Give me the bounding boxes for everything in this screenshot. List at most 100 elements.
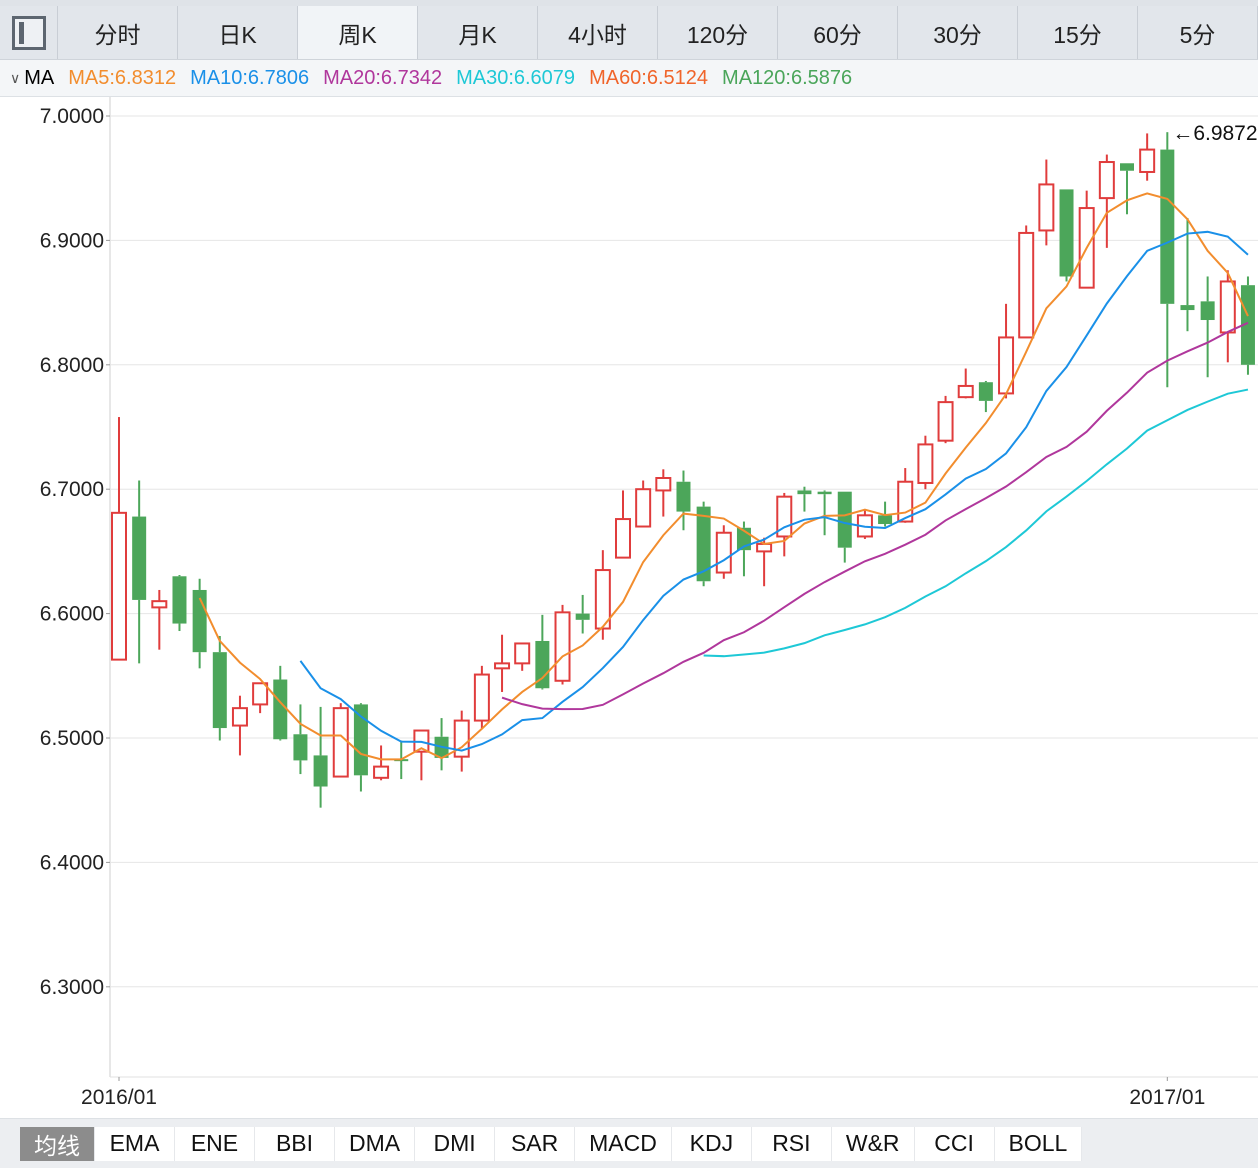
indicator-tab[interactable]: CCI (914, 1126, 995, 1161)
period-tab[interactable]: 月K (418, 6, 538, 59)
chevron-down-icon[interactable]: ∨ (10, 69, 21, 86)
candle-body (715, 531, 732, 574)
period-tab[interactable]: 分时 (58, 6, 178, 59)
period-tab[interactable]: 120分 (658, 6, 778, 59)
period-tab-bar: 分时 日K 周K 月K 4小时 120分 60分 30分 15分 5分 (0, 0, 1258, 60)
indicator-tab[interactable]: ENE (175, 1126, 255, 1161)
period-tab[interactable]: 日K (178, 6, 298, 59)
candle (231, 695, 248, 756)
indicator-tab[interactable]: 均线 (20, 1126, 95, 1161)
candle (696, 501, 711, 587)
candle (554, 604, 571, 685)
candle-body (151, 600, 168, 609)
ma-value: MA60:6.5124 (589, 66, 709, 89)
y-tick-label: 7.0000 (40, 105, 104, 128)
x-tick-label: 2017/01 (1129, 1086, 1205, 1109)
candle (273, 665, 288, 741)
candle-body (212, 652, 227, 729)
ma-value: MA20:6.7342 (323, 66, 443, 89)
candle-body (635, 488, 652, 528)
candle-body (756, 542, 773, 553)
candle (856, 509, 873, 539)
candle-body (172, 576, 187, 624)
candle-body (273, 679, 288, 740)
candle-body (817, 491, 832, 495)
indicator-tab[interactable]: W&R (831, 1126, 915, 1161)
candle-body (514, 642, 531, 665)
candle (897, 468, 914, 523)
period-tab[interactable]: 60分 (778, 6, 898, 59)
indicator-tab[interactable]: BOLL (994, 1126, 1083, 1161)
candle-body (332, 707, 349, 778)
candle-body (1240, 285, 1255, 365)
period-tab[interactable]: 周K (298, 6, 418, 59)
candle (817, 490, 832, 536)
y-tick-label: 6.3000 (40, 976, 104, 999)
candle (1018, 225, 1035, 339)
candle-body (313, 755, 328, 787)
candle-body (978, 382, 993, 401)
candle-body (554, 611, 571, 682)
period-tab[interactable]: 5分 (1138, 6, 1258, 59)
y-tick-label: 6.9000 (40, 229, 104, 252)
y-tick-label: 6.6000 (40, 603, 104, 626)
candle-body (1160, 149, 1175, 304)
candle (878, 501, 893, 527)
indicator-tab[interactable]: EMA (95, 1126, 175, 1161)
candle-body (453, 719, 470, 758)
indicator-tab[interactable]: SAR (495, 1126, 576, 1161)
candle (1038, 159, 1055, 246)
candle (535, 614, 550, 690)
ma10-line (299, 230, 1249, 752)
candle-body (837, 491, 852, 548)
ma-label[interactable]: MA (24, 66, 55, 89)
indicator-tab[interactable]: KDJ (671, 1126, 752, 1161)
candle (252, 682, 269, 714)
candle-body (231, 707, 248, 727)
candle-body (1098, 161, 1115, 200)
candle-body (1139, 148, 1156, 173)
candle (473, 665, 490, 729)
candle (1240, 276, 1255, 375)
indicator-tab[interactable]: BBI (255, 1126, 335, 1161)
candle (575, 594, 590, 634)
candle (494, 634, 511, 692)
period-tab[interactable]: 4小时 (538, 6, 658, 59)
candle (594, 550, 611, 640)
period-tab[interactable]: 30分 (898, 6, 1018, 59)
candle (635, 480, 652, 528)
candle-body (494, 662, 511, 670)
candle (132, 480, 147, 664)
high-price-marker: ←6.9872 (1172, 122, 1257, 145)
candle (837, 491, 852, 563)
candle-body (575, 613, 590, 620)
candle-body (878, 515, 893, 525)
y-tick-label: 6.7000 (40, 478, 104, 501)
ma-value: MA30:6.6079 (456, 66, 576, 89)
ma20-line (501, 321, 1249, 711)
candle-body (111, 511, 127, 661)
candle-body (1180, 305, 1195, 311)
candle-body (1018, 231, 1035, 339)
indicator-tab[interactable]: DMI (415, 1126, 496, 1161)
indicator-tab[interactable]: MACD (575, 1126, 672, 1161)
candle (413, 729, 430, 781)
indicator-tab[interactable]: RSI (751, 1126, 832, 1161)
candle-body (594, 569, 611, 630)
candle (676, 470, 691, 531)
candle (151, 589, 168, 650)
candle (957, 368, 974, 399)
candlestick-chart[interactable]: 7.0000 6.9000 6.8000 6.7000 6.6000 6.5000 6.40… (0, 97, 1258, 1118)
candle (353, 703, 368, 792)
indicator-tab-bar: 均线 EMA ENE BBI DMA DMI SAR MACD KDJ RSI W&R CCI BOLL (0, 1118, 1258, 1168)
indicator-tab[interactable]: DMA (335, 1126, 416, 1161)
ma-value: MA10:6.7806 (190, 66, 310, 89)
candle (373, 745, 390, 781)
candle-body (655, 477, 672, 492)
panel-toggle-button[interactable] (0, 6, 58, 59)
candle (111, 417, 127, 661)
candle (1160, 132, 1175, 388)
candle (615, 490, 631, 559)
period-tab[interactable]: 15分 (1018, 6, 1138, 59)
candle (453, 710, 470, 772)
